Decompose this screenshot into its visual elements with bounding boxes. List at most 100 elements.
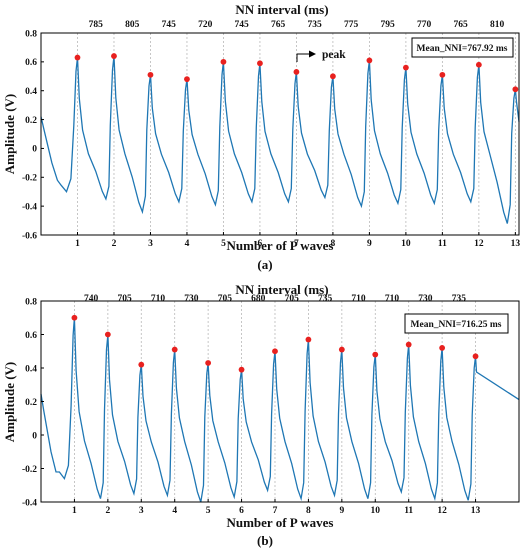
x-tick-label: 13 bbox=[511, 239, 521, 249]
peak-marker bbox=[74, 54, 81, 61]
panel-b-caption: (b) bbox=[257, 533, 273, 548]
nn-interval-label: 705 bbox=[218, 294, 233, 304]
nn-interval-label: 680 bbox=[251, 294, 266, 304]
panel-a-signal-line bbox=[40, 56, 520, 224]
x-tick-label: 2 bbox=[112, 239, 117, 249]
peak-marker bbox=[405, 341, 412, 348]
y-tick-label: 0.8 bbox=[25, 297, 37, 307]
nn-interval-label: 705 bbox=[117, 294, 132, 304]
x-tick-label: 6 bbox=[258, 239, 263, 249]
y-tick-label: 0 bbox=[32, 145, 37, 155]
panel-b-x-ticks: 1 2 3 4 5 6 7 8 9 10 11 12 13 bbox=[72, 499, 481, 516]
peak-marker bbox=[293, 69, 300, 75]
y-tick-label: 0 bbox=[32, 431, 37, 441]
peak-marker bbox=[220, 58, 227, 65]
x-tick-label: 6 bbox=[239, 506, 244, 516]
nn-interval-label: 735 bbox=[452, 294, 467, 304]
nn-interval-label: 735 bbox=[318, 294, 333, 304]
x-tick-label: 11 bbox=[438, 239, 447, 249]
panel-a-x-axis-label: Number of P waves bbox=[226, 238, 333, 253]
nn-interval-label: 710 bbox=[351, 294, 366, 304]
peak-marker bbox=[372, 351, 379, 358]
panel-b: NN interval (ms) 740 705 710 730 705 680 705 73… bbox=[2, 282, 520, 548]
y-tick-label: 0.6 bbox=[25, 331, 37, 341]
y-tick-label: 0.6 bbox=[25, 58, 37, 68]
nn-interval-label: 710 bbox=[151, 294, 166, 304]
x-tick-label: 4 bbox=[172, 506, 177, 516]
x-tick-label: 2 bbox=[105, 506, 110, 516]
y-tick-label: 0.4 bbox=[25, 87, 37, 97]
panel-b-x-axis-label: Number of P waves bbox=[226, 515, 333, 530]
x-tick-label: 3 bbox=[139, 506, 144, 516]
x-tick-label: 3 bbox=[148, 239, 153, 249]
x-tick-label: 10 bbox=[401, 239, 411, 249]
nn-interval-label: 735 bbox=[308, 20, 323, 30]
peak-marker bbox=[330, 73, 336, 80]
panel-a-nn-intervals: 785 805 745 720 745 765 735 775 795 770 765 810 bbox=[89, 20, 505, 30]
y-tick-label: -0.6 bbox=[22, 231, 37, 241]
panel-a-title: NN interval (ms) bbox=[235, 2, 328, 17]
x-tick-label: 9 bbox=[339, 506, 344, 516]
panel-b-mean-box bbox=[404, 313, 509, 334]
nn-interval-label: 745 bbox=[235, 20, 250, 30]
panel-b-title: NN interval (ms) bbox=[235, 282, 328, 297]
peak-marker bbox=[111, 53, 117, 59]
x-tick-label: 13 bbox=[471, 506, 481, 516]
y-tick-label: -0.2 bbox=[22, 465, 37, 475]
peak-marker bbox=[338, 346, 345, 353]
panel-a-mean-label: Mean_NNI=767.92 ms bbox=[417, 44, 508, 54]
nn-interval-label: 740 bbox=[84, 294, 99, 304]
panel-b-y-axis-label: Amplitude (V) bbox=[2, 362, 17, 443]
nn-interval-label: 710 bbox=[385, 294, 400, 304]
y-tick-label: 0.2 bbox=[25, 398, 37, 408]
x-tick-label: 4 bbox=[185, 239, 190, 249]
panel-a-mean-box bbox=[411, 37, 514, 58]
panel-b-mean-label: Mean_NNI=716.25 ms bbox=[411, 320, 502, 330]
peak-marker bbox=[472, 353, 479, 360]
x-tick-label: 5 bbox=[206, 506, 211, 516]
peak-marker bbox=[147, 71, 154, 78]
x-tick-label: 12 bbox=[437, 506, 447, 516]
x-tick-label: 10 bbox=[371, 506, 381, 516]
x-tick-label: 1 bbox=[75, 239, 80, 249]
peak-marker bbox=[205, 360, 212, 366]
x-tick-label: 12 bbox=[474, 239, 484, 249]
panel-a-x-ticks: 1 2 3 4 5 6 7 8 9 10 11 12 13 bbox=[75, 232, 520, 249]
nn-interval-label: 745 bbox=[162, 20, 177, 30]
nn-interval-label: 805 bbox=[125, 20, 140, 30]
peak-marker bbox=[257, 60, 263, 67]
peak-marker bbox=[138, 361, 145, 368]
panel-a: NN interval (ms) 785 805 745 720 745 765 735 77… bbox=[2, 2, 520, 272]
x-tick-label: 7 bbox=[273, 506, 278, 516]
x-tick-label: 1 bbox=[72, 506, 77, 516]
x-tick-label: 9 bbox=[367, 239, 372, 249]
peak-marker bbox=[439, 71, 446, 78]
y-tick-label: -0.4 bbox=[22, 202, 37, 212]
nn-interval-label: 765 bbox=[453, 20, 468, 30]
peak-marker bbox=[366, 57, 373, 64]
panel-b-nn-intervals: 740 705 710 730 705 680 705 735 710 710 730 735 bbox=[84, 294, 466, 304]
nn-interval-label: 720 bbox=[198, 20, 213, 30]
panel-a-peak-annotation: peak bbox=[322, 49, 346, 61]
y-tick-label: -0.4 bbox=[22, 498, 37, 508]
x-tick-label: 11 bbox=[404, 506, 413, 516]
nn-interval-label: 730 bbox=[418, 294, 433, 304]
peak-marker bbox=[171, 346, 178, 353]
peak-marker bbox=[104, 331, 111, 338]
peak-marker bbox=[512, 86, 519, 93]
peak-marker bbox=[238, 366, 245, 373]
nn-interval-label: 785 bbox=[89, 20, 104, 30]
panel-b-signal-line bbox=[40, 317, 520, 503]
y-tick-label: 0.8 bbox=[25, 29, 37, 39]
x-tick-label: 8 bbox=[331, 239, 336, 249]
nn-interval-label: 775 bbox=[344, 20, 359, 30]
peak-marker bbox=[402, 64, 409, 71]
x-tick-label: 5 bbox=[221, 239, 226, 249]
panel-a-peak-markers bbox=[74, 53, 519, 93]
peak-marker bbox=[272, 348, 278, 355]
panel-a-y-axis-label: Amplitude (V) bbox=[2, 94, 17, 175]
panel-a-plot-frame bbox=[40, 32, 520, 236]
peak-marker bbox=[184, 76, 190, 83]
panel-b-peak-markers bbox=[71, 314, 479, 373]
